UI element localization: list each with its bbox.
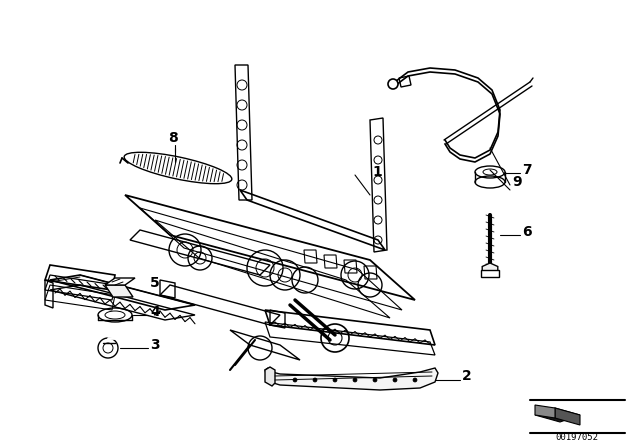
Polygon shape — [481, 270, 499, 277]
Circle shape — [413, 378, 417, 382]
Polygon shape — [535, 405, 555, 418]
Circle shape — [293, 378, 297, 382]
Polygon shape — [265, 368, 438, 390]
Polygon shape — [535, 408, 580, 422]
Polygon shape — [399, 76, 411, 87]
Text: 1: 1 — [372, 165, 381, 179]
Polygon shape — [105, 278, 135, 285]
Circle shape — [393, 378, 397, 382]
Text: 3: 3 — [150, 338, 159, 352]
Text: 5: 5 — [150, 276, 160, 290]
Circle shape — [373, 378, 377, 382]
Circle shape — [313, 378, 317, 382]
Text: 6: 6 — [522, 225, 532, 239]
Text: 8: 8 — [168, 131, 178, 145]
Polygon shape — [482, 263, 498, 277]
Text: 9: 9 — [512, 175, 522, 189]
Text: 7: 7 — [522, 163, 532, 177]
Text: 2: 2 — [462, 369, 472, 383]
Ellipse shape — [98, 308, 132, 322]
Polygon shape — [555, 408, 580, 425]
Circle shape — [333, 378, 337, 382]
Text: 4: 4 — [150, 305, 160, 319]
Polygon shape — [265, 367, 275, 386]
Polygon shape — [105, 285, 133, 297]
Text: 00197052: 00197052 — [556, 432, 598, 441]
Circle shape — [388, 79, 398, 89]
Circle shape — [353, 378, 357, 382]
Ellipse shape — [475, 166, 505, 178]
